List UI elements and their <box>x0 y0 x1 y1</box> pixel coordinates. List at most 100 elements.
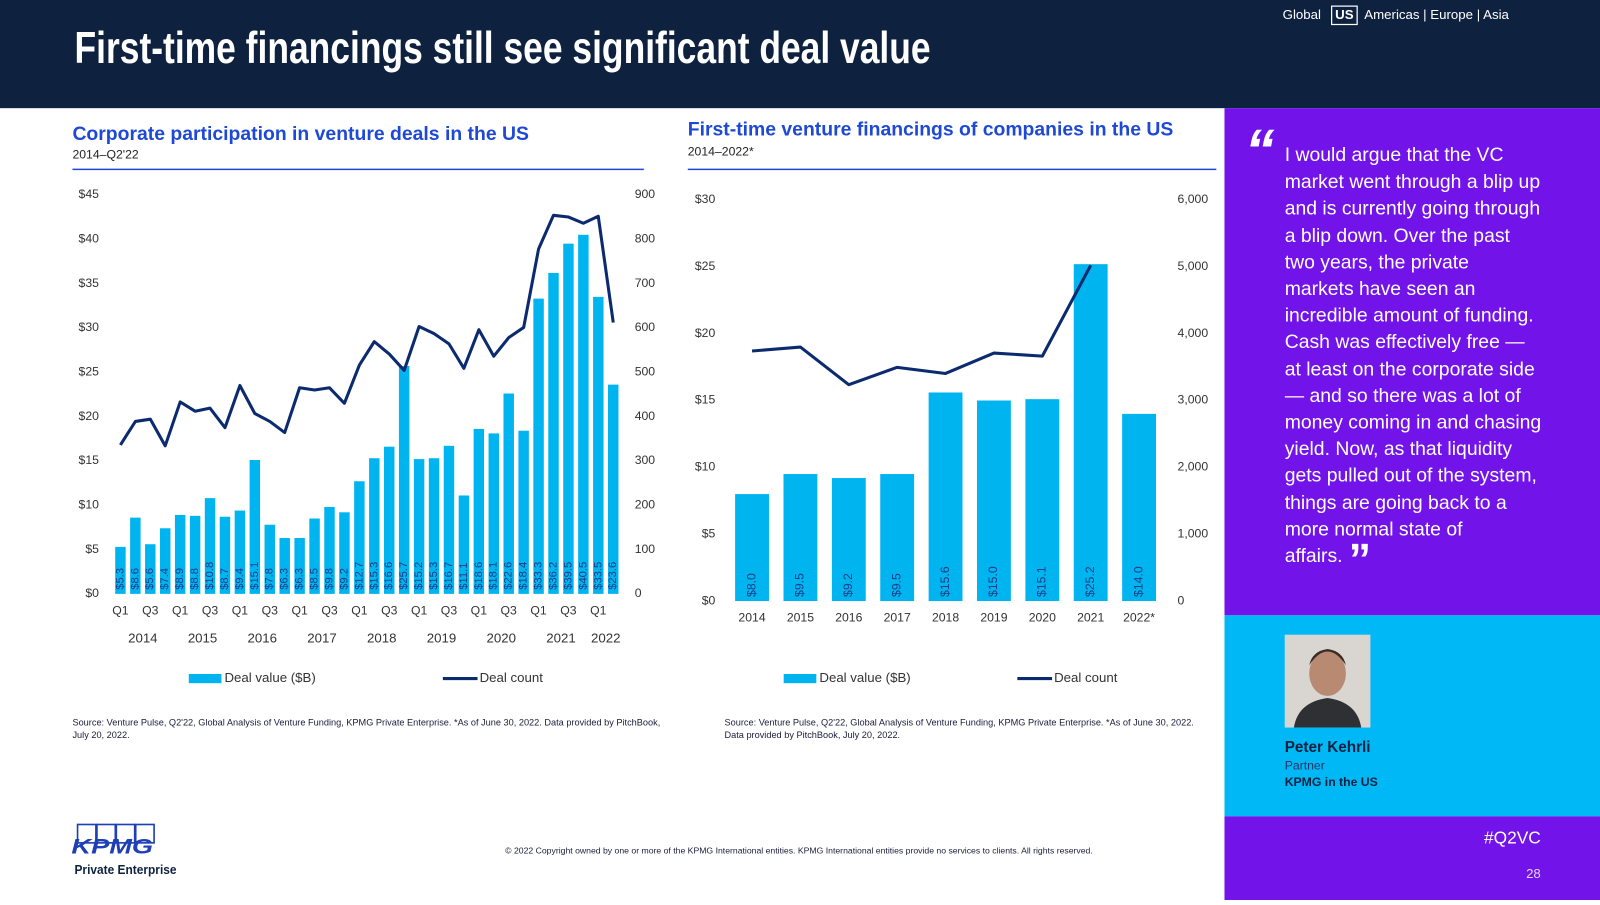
bar <box>294 538 305 594</box>
source-box: Source: Venture Pulse, Q2'22, Global Ana… <box>72 717 660 739</box>
y-tick-label: $30 <box>695 192 716 206</box>
quote-box: I would argue that the VC market went th… <box>1285 145 1542 582</box>
bar <box>189 515 201 594</box>
legend-label: Deal count <box>480 670 544 685</box>
bar <box>1025 399 1060 602</box>
bar <box>578 234 589 594</box>
x-tick-label: Q3 <box>321 603 338 617</box>
y-tick-label: $35 <box>79 276 100 290</box>
value-label: $8.8 <box>189 568 201 590</box>
value-label: $6.3 <box>294 568 306 590</box>
x-tick-label: 2022* <box>1123 611 1155 625</box>
value-label: $8.0 <box>744 573 758 597</box>
bar <box>398 366 410 594</box>
bar <box>249 459 261 594</box>
value-label: $8.7 <box>219 568 231 590</box>
bar <box>488 433 500 594</box>
value-label: $9.5 <box>889 573 903 597</box>
hashtag: #Q2VC <box>1484 827 1541 847</box>
bar <box>563 243 574 594</box>
bar <box>354 481 365 594</box>
page-number: 28 <box>1526 866 1541 881</box>
bar <box>369 458 380 594</box>
y2-tick-label: 4,000 <box>1178 326 1209 340</box>
value-label: $9.5 <box>793 573 807 597</box>
x-tick-label: Q1 <box>291 603 308 617</box>
x-tick-label: Q1 <box>172 603 189 617</box>
x-tick-label: 2016 <box>835 611 862 625</box>
x-tick-label: 2019 <box>980 611 1007 625</box>
portrait <box>1284 634 1371 728</box>
x-tick-label: 2021 <box>1077 611 1104 625</box>
value-label: $7.8 <box>264 568 276 590</box>
value-label: $8.6 <box>129 568 141 590</box>
value-label: $15.1 <box>1035 566 1049 597</box>
chart-title: First-time venture financings of compani… <box>688 119 1174 141</box>
value-label: $36.2 <box>547 562 559 590</box>
x-tick-label: Q1 <box>232 603 249 617</box>
x-group-label: 2022 <box>591 630 620 645</box>
x-tick-label: Q3 <box>560 603 577 617</box>
value-label: $33.5 <box>592 562 604 590</box>
bar <box>324 506 335 594</box>
bar <box>384 446 395 594</box>
y-tick-label: $0 <box>702 593 716 607</box>
bar <box>130 517 141 594</box>
value-label: $16.6 <box>383 562 395 590</box>
nav-regions[interactable]: Americas | Europe | Asia <box>1364 7 1509 22</box>
y2-tick-label: 600 <box>635 320 656 334</box>
nav-global[interactable]: Global <box>1283 7 1321 22</box>
bar <box>115 546 126 594</box>
deal-count-line <box>119 213 615 448</box>
nav-current-box <box>1331 5 1358 26</box>
bar <box>533 298 544 594</box>
bar <box>473 428 485 594</box>
x-tick-label: 2015 <box>787 611 814 625</box>
y-tick-label: $25 <box>79 364 100 378</box>
bar <box>977 400 1011 602</box>
legend-label: Deal count <box>1054 670 1118 685</box>
x-tick-label: Q3 <box>441 603 458 617</box>
footer-panel <box>1224 816 1600 900</box>
value-label: $33.3 <box>533 562 545 590</box>
x-tick-label: Q3 <box>381 603 398 617</box>
value-label: $40.5 <box>577 562 589 590</box>
nav-current[interactable]: US <box>1335 7 1354 22</box>
value-label: $22.6 <box>503 562 515 590</box>
y2-tick-label: 400 <box>635 409 656 423</box>
value-label: $25.2 <box>1083 566 1097 597</box>
deal-count-line <box>751 264 1093 387</box>
x-group-label: 2014 <box>128 630 157 645</box>
bar <box>443 445 455 594</box>
value-label: $15.1 <box>249 562 261 590</box>
value-label: $10.8 <box>204 562 216 590</box>
value-label: $25.7 <box>398 562 410 590</box>
value-label: $6.3 <box>279 568 291 590</box>
logo <box>76 823 155 844</box>
y-tick-label: $15 <box>695 393 716 407</box>
bar <box>309 518 320 594</box>
x-tick-label: Q1 <box>411 603 428 617</box>
y-tick-label: $40 <box>79 231 100 245</box>
bar <box>593 296 604 594</box>
x-group-label: 2017 <box>307 630 336 645</box>
source-note: Source: Venture Pulse, Q2'22, Global Ana… <box>724 717 1194 740</box>
x-tick-label: Q3 <box>501 603 518 617</box>
x-tick-label: Q3 <box>202 603 219 617</box>
x-tick-label: Q1 <box>530 603 547 617</box>
legend-swatch <box>783 673 817 684</box>
y2-tick-label: 1,000 <box>1178 526 1209 540</box>
x-group-label: 2021 <box>546 630 575 645</box>
bar <box>608 384 619 594</box>
x-tick-label: 2014 <box>738 611 765 625</box>
x-tick-label: Q1 <box>471 603 488 617</box>
value-label: $12.7 <box>353 562 365 590</box>
bar <box>428 458 440 594</box>
page-title: First-time financings still see signific… <box>74 22 930 73</box>
logo-text: KPMG <box>71 835 153 859</box>
value-label: $9.4 <box>234 568 246 590</box>
source-box: Source: Venture Pulse, Q2'22, Global Ana… <box>724 717 1194 740</box>
person-role: Partner <box>1285 759 1325 773</box>
bar <box>160 528 171 594</box>
